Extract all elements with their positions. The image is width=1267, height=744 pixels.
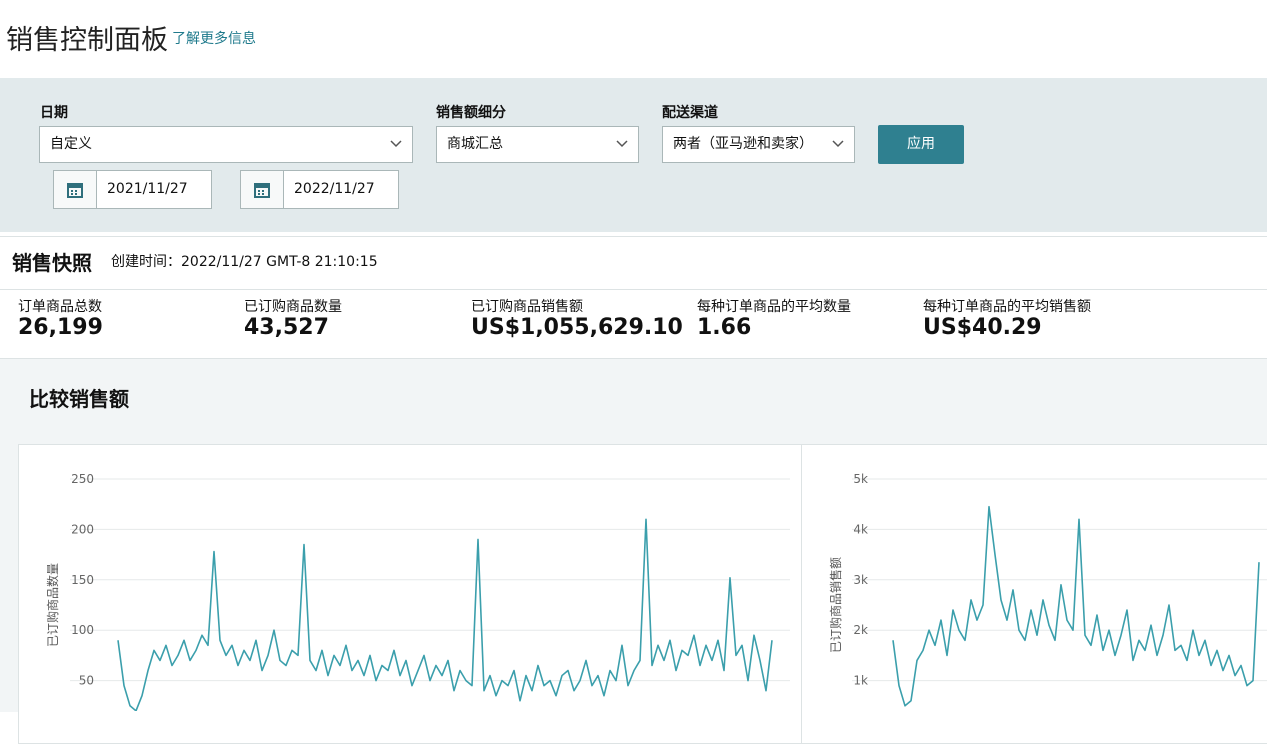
y-tick-label: 4k (853, 522, 868, 536)
select-value: 商城汇总 (447, 136, 503, 152)
date-text: 2022/11/27 (294, 181, 375, 197)
data-line (117, 518, 773, 711)
snapshot-bar (0, 236, 1267, 290)
page: 销售控制面板 了解更多信息 日期 销售额细分 配送渠道 自定义 商城汇总 两者（… (0, 25, 1267, 744)
channel-select[interactable]: 两者（亚马逊和卖家） (662, 126, 855, 163)
metric-value: 26,199 (18, 315, 103, 340)
breakdown-select[interactable]: 商城汇总 (436, 126, 639, 163)
metric-label: 订单商品总数 (18, 299, 102, 315)
y-tick-label: 250 (71, 472, 94, 486)
metric-label: 每种订单商品的平均销售额 (923, 299, 1091, 315)
metric-label: 已订购商品销售额 (471, 299, 583, 315)
learn-more-link[interactable]: 了解更多信息 (172, 31, 256, 47)
metric-value: US$40.29 (923, 315, 1042, 340)
filter-label: 配送渠道 (662, 105, 718, 121)
metric-label: 每种订单商品的平均数量 (697, 299, 851, 315)
y-tick-label: 2k (853, 623, 868, 637)
chevron (390, 140, 402, 148)
date-select[interactable]: 自定义 (39, 126, 413, 163)
chart-panel (801, 444, 1267, 744)
chevron (616, 140, 628, 148)
data-line (892, 505, 1260, 707)
end-date[interactable]: 2022/11/27 (240, 170, 399, 209)
y-axis-label: 已订购商品数量 (45, 563, 60, 647)
calendar-icon (54, 171, 97, 208)
created-label: 创建时间： (111, 254, 181, 270)
metric-label: 已订购商品数量 (244, 299, 342, 315)
y-tick-label: 150 (71, 573, 94, 587)
compare-title: 比较销售额 (29, 387, 129, 411)
created-value: 2022/11/27 GMT-8 21:10:15 (181, 254, 378, 270)
y-tick-label: 200 (71, 522, 94, 536)
y-tick-label: 3k (853, 573, 868, 587)
y-tick-label: 50 (79, 674, 94, 688)
chart-panel (18, 444, 802, 744)
y-axis-label: 已订购商品销售额 (828, 557, 843, 653)
created-time: 创建时间：2022/11/27 GMT-8 21:10:15 (111, 251, 378, 271)
y-tick-label: 5k (853, 472, 868, 486)
charts: 50 100 150 200 250 已订购商品数量 1k 2k 3k 4k 5k 已订购商品销售额 (45, 472, 1267, 711)
metric-value: 1.66 (697, 315, 752, 340)
filter-label: 日期 (40, 105, 68, 121)
calendar-icon (241, 171, 284, 208)
snapshot-title: 销售快照 (12, 251, 92, 275)
start-date[interactable]: 2021/11/27 (53, 170, 212, 209)
apply-button[interactable]: 应用 (878, 125, 964, 164)
chevron (832, 140, 844, 148)
select-value: 自定义 (50, 136, 92, 152)
select-value: 两者（亚马逊和卖家） (673, 136, 813, 152)
filter-label: 销售额细分 (436, 105, 506, 121)
page-title: 销售控制面板 (6, 25, 168, 56)
metric-value: US$1,055,629.10 (471, 315, 683, 340)
metric-value: 43,527 (244, 315, 329, 340)
y-tick-label: 100 (71, 623, 94, 637)
y-tick-label: 1k (853, 674, 868, 688)
date-text: 2021/11/27 (107, 181, 188, 197)
